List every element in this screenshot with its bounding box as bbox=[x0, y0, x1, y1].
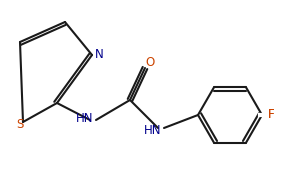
Text: F: F bbox=[268, 108, 274, 121]
Text: S: S bbox=[16, 119, 24, 131]
Text: F: F bbox=[268, 108, 274, 121]
Text: N: N bbox=[95, 48, 103, 61]
Text: HN: HN bbox=[76, 112, 94, 125]
Text: O: O bbox=[145, 57, 155, 70]
Text: HN: HN bbox=[144, 124, 162, 136]
